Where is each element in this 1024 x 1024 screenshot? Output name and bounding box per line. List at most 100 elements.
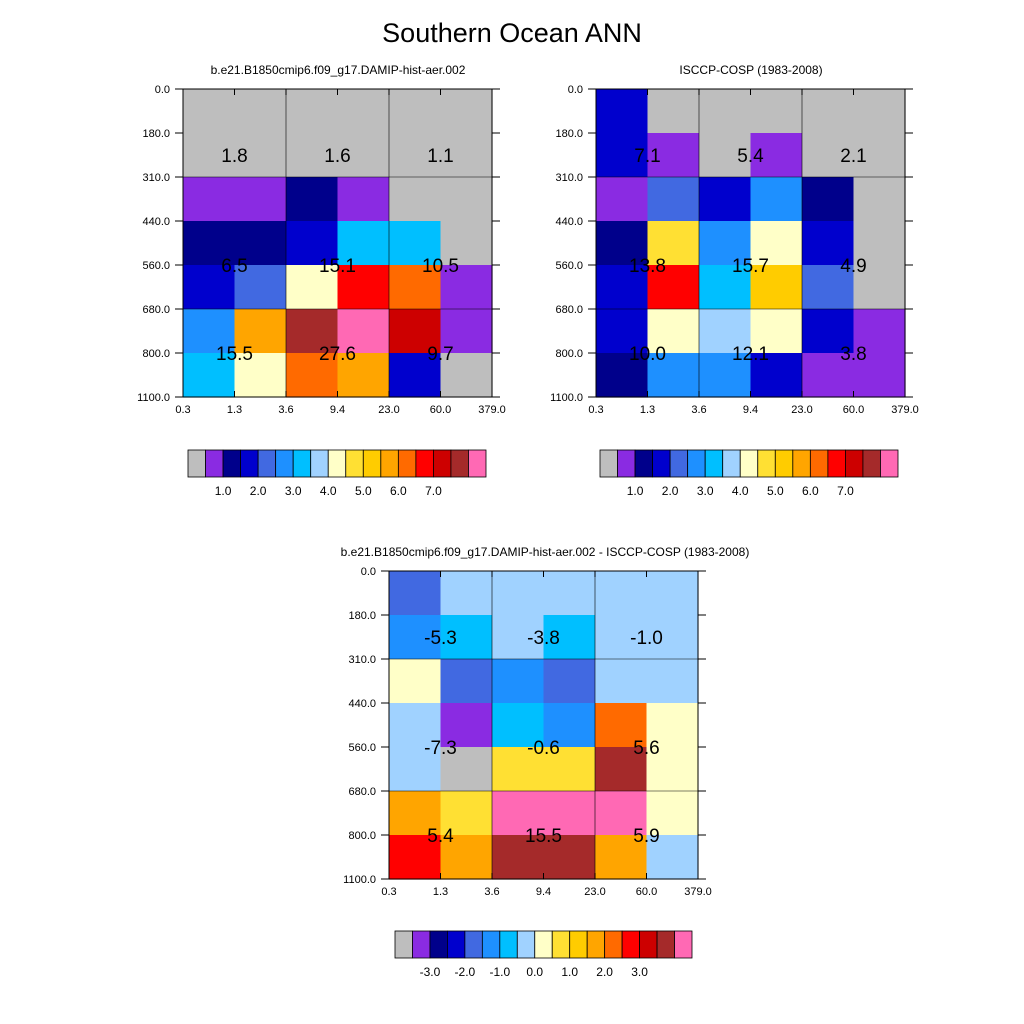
panel-1-colorbar-swatch [205, 449, 224, 478]
panel-2-colorbar-label: 7.0 [837, 484, 854, 498]
panel-3-cell [492, 571, 545, 616]
panel-2-box-label: 2.1 [840, 146, 866, 167]
panel-3-colorbar-swatch [656, 930, 675, 959]
panel-1-box-label: 10.5 [422, 256, 459, 277]
panel-2-cell [750, 89, 803, 134]
panel-1-cell [337, 177, 390, 222]
panel-3-cell [492, 615, 545, 660]
panel-1-cell [337, 265, 390, 310]
panel-3-y-tick-label: 1100.0 [343, 874, 376, 886]
panel-1-y-tick-label: 560.0 [142, 260, 170, 272]
panel-3-colorbar-swatch [394, 930, 413, 959]
panel-1-cell [234, 177, 287, 222]
panel-2-colorbar-swatch [739, 449, 759, 478]
panel-3-y-tick-label: 560.0 [348, 742, 376, 754]
panel-1-colorbar-label: 4.0 [320, 484, 337, 498]
panel-2-box-label: 15.7 [732, 256, 769, 277]
panel-1-box-label: 27.6 [319, 344, 356, 365]
panel-2-cell [802, 265, 855, 310]
panel-1-x-tick-label: 60.0 [430, 404, 451, 416]
panel-3-box-label: 5.4 [427, 826, 454, 847]
panel-1-cell [389, 133, 442, 178]
panel-2-cell [802, 353, 855, 398]
panel-2-box-label: 7.1 [634, 146, 660, 167]
panel-2-cell [699, 309, 752, 354]
panel-1-cell [234, 353, 287, 398]
panel-2-colorbar-swatch [652, 449, 671, 478]
panel-3-box-label: -3.8 [527, 628, 560, 649]
panel-1-x-tick-label: 23.0 [378, 404, 399, 416]
panel-1-cell [337, 133, 390, 178]
panel-3-cell [543, 703, 596, 748]
panel-3-cell [440, 615, 493, 660]
panel-3-cell [492, 835, 545, 880]
panel-1-cell [389, 309, 442, 354]
panel-3-cell [492, 747, 545, 792]
panel-1-colorbar-swatch [187, 449, 206, 478]
panel-2-cell [647, 309, 700, 354]
panel-3-cell [595, 615, 648, 660]
panel-2-cell [699, 265, 752, 310]
panel-2-cell [802, 221, 855, 266]
panel-2-colorbar-swatch [617, 449, 636, 478]
panel-3-colorbar-label: -3.0 [420, 965, 441, 979]
panel-2-y-tick-label: 1100.0 [550, 392, 583, 404]
panel-3-colorbar-swatch [447, 930, 466, 959]
panel-1-colorbar-label: 1.0 [215, 484, 232, 498]
panel-1-colorbar-label: 2.0 [250, 484, 267, 498]
panel-3-cell [595, 835, 648, 880]
panel-2-y-tick-label: 440.0 [555, 216, 583, 228]
panel-2-cell [802, 89, 855, 134]
panel-2-x-tick-label: 9.4 [743, 404, 758, 416]
panel-1-y-tick-label: 310.0 [142, 172, 170, 184]
panel-2-colorbar-swatch [845, 449, 864, 478]
panel-2-colorbar-swatch [792, 449, 811, 478]
panel-3-x-tick-label: 23.0 [584, 886, 605, 898]
panel-2-cell [596, 133, 649, 178]
panel-1-cell [286, 89, 339, 134]
panel-1-cell [337, 89, 390, 134]
panel-3-y-tick-label: 310.0 [348, 654, 376, 666]
panel-1-y-tick-label: 180.0 [142, 128, 170, 140]
panel-1-cell [337, 353, 390, 398]
panel-1-cell [389, 221, 442, 266]
panel-3-x-tick-label: 9.4 [536, 886, 551, 898]
panel-2-colorbar-swatch [722, 449, 741, 478]
panel-1-x-tick-label: 1.3 [227, 404, 242, 416]
panel-1-box-label: 15.5 [216, 344, 253, 365]
panel-1-colorbar-swatch [380, 449, 399, 478]
panel-3-cell [440, 571, 493, 616]
panel-2-cell [750, 133, 803, 178]
panel-2-colorbar-swatch [669, 449, 689, 478]
panel-3-cell [389, 659, 442, 704]
panel-2-x-tick-label: 1.3 [640, 404, 655, 416]
panel-1-colorbar-swatch [222, 449, 241, 478]
panel-3-cell [389, 703, 442, 748]
panel-3-colorbar-swatch [481, 930, 501, 959]
panel-3-colorbar-swatch [464, 930, 483, 959]
panel-1-cell [286, 133, 339, 178]
panel-3-y-tick-label: 440.0 [348, 698, 376, 710]
panel-1-cell [389, 353, 442, 398]
panel-3-cell [646, 659, 699, 704]
panel-2-colorbar-swatch [774, 449, 794, 478]
panel-2-colorbar-label: 4.0 [732, 484, 749, 498]
panel-1-box-label: 1.8 [221, 146, 247, 167]
panel-3-colorbar-label: 2.0 [596, 965, 613, 979]
panel-2-colorbar-label: 2.0 [662, 484, 679, 498]
panel-2-cell [853, 265, 906, 310]
panel-1-cell [389, 177, 442, 222]
panel-1-box-label: 1.6 [324, 146, 350, 167]
panel-3-cell [543, 571, 596, 616]
panel-2-box-label: 12.1 [732, 344, 769, 365]
panel-2-x-tick-label: 379.0 [891, 404, 919, 416]
panel-1-colorbar-label: 7.0 [425, 484, 442, 498]
panel-1-cell [440, 221, 493, 266]
panel-3-y-tick-label: 680.0 [348, 786, 376, 798]
panel-2-cell [596, 353, 649, 398]
panel-2-box-label: 5.4 [737, 146, 764, 167]
panel-2-colorbar-swatch [599, 449, 618, 478]
panel-3-colorbar-label: -2.0 [455, 965, 476, 979]
panel-3-cell [543, 747, 596, 792]
panel-3-cell [492, 659, 545, 704]
